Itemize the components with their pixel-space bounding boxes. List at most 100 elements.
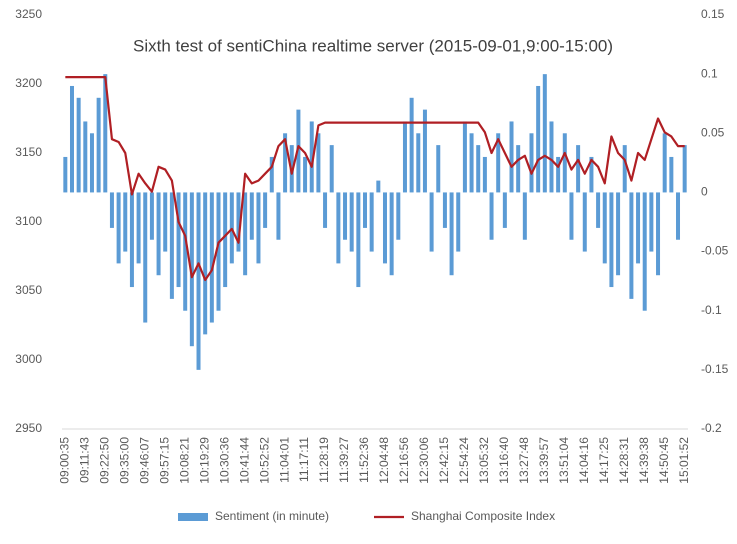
bar — [316, 133, 321, 193]
x-tick-label: 09:46:07 — [137, 437, 151, 484]
y-tick-label: 3000 — [15, 352, 42, 366]
bar — [456, 192, 461, 252]
y2-tick-label: 0 — [701, 185, 708, 199]
bar — [469, 133, 474, 193]
bar — [349, 192, 354, 252]
x-tick-label: 10:41:44 — [237, 437, 251, 484]
bar — [542, 74, 547, 193]
bar — [116, 192, 121, 264]
bar — [442, 192, 447, 228]
bar — [309, 121, 314, 193]
x-tick-label: 09:57:15 — [157, 437, 171, 484]
bar — [109, 192, 114, 228]
bar — [236, 192, 241, 252]
bar — [96, 97, 101, 193]
bar — [682, 145, 687, 193]
bar — [183, 192, 188, 311]
x-tick-label: 14:39:38 — [637, 437, 651, 484]
bar — [216, 192, 221, 311]
bar — [89, 133, 94, 193]
x-tick-label: 11:17:11 — [297, 437, 311, 482]
y2-tick-label: -0.05 — [701, 244, 729, 258]
bar — [143, 192, 148, 323]
x-tick-label: 11:28:19 — [317, 437, 331, 483]
bar — [602, 192, 607, 264]
x-tick-label: 13:51:04 — [557, 437, 571, 484]
y-tick-label: 2950 — [15, 421, 42, 435]
bar — [489, 192, 494, 240]
x-tick-label: 14:50:45 — [657, 437, 671, 484]
y-tick-label: 3250 — [15, 7, 42, 21]
bar — [409, 97, 414, 193]
bar — [196, 192, 201, 370]
x-tick-label: 13:16:40 — [497, 437, 511, 484]
bar — [209, 192, 214, 323]
x-tick-label: 12:42:15 — [437, 437, 451, 484]
bar — [496, 133, 501, 193]
x-tick-label: 11:52:36 — [357, 437, 371, 483]
bar — [189, 192, 194, 347]
x-tick-label: 12:04:48 — [377, 437, 391, 484]
bar — [156, 192, 161, 276]
bar — [422, 109, 427, 193]
x-tick-label: 10:08:21 — [177, 437, 191, 484]
bar — [549, 121, 554, 193]
bar — [369, 192, 374, 252]
bar — [329, 145, 334, 193]
y2-tick-label: -0.1 — [701, 303, 722, 317]
x-tick-label: 09:22:50 — [97, 437, 111, 484]
y2-tick-label: 0.15 — [701, 7, 725, 21]
x-tick-label: 14:17:25 — [597, 437, 611, 484]
x-tick-label: 10:30:36 — [217, 437, 231, 484]
bar — [269, 156, 274, 193]
bar — [502, 192, 507, 228]
bar — [649, 192, 654, 252]
y-tick-label: 3100 — [15, 214, 42, 228]
x-tick-label: 12:16:56 — [397, 437, 411, 484]
x-tick-label: 10:19:29 — [197, 437, 211, 484]
bar — [569, 192, 574, 240]
bar — [529, 133, 534, 193]
bar — [83, 121, 88, 193]
bar — [103, 74, 108, 193]
x-tick-label: 13:27:48 — [517, 437, 531, 484]
bar — [276, 192, 281, 240]
bar — [402, 121, 407, 193]
bar — [136, 192, 141, 264]
bar — [636, 192, 641, 264]
bar — [522, 192, 527, 240]
bar — [416, 133, 421, 193]
x-tick-label: 14:04:16 — [577, 437, 591, 484]
bar — [436, 145, 441, 193]
bar — [476, 145, 481, 193]
bar — [123, 192, 128, 252]
x-tick-label: 09:00:35 — [58, 437, 72, 484]
bar — [382, 192, 387, 264]
chart-title: Sixth test of sentiChina realtime server… — [133, 36, 613, 55]
x-tick-label: 12:54:24 — [457, 437, 471, 484]
bar — [283, 133, 288, 193]
bar — [582, 192, 587, 252]
bar — [642, 192, 647, 311]
bar — [449, 192, 454, 276]
y-tick-label: 3150 — [15, 145, 42, 159]
x-tick-label: 12:30:06 — [417, 437, 431, 484]
x-tick-label: 11:04:01 — [277, 437, 291, 483]
y2-tick-label: 0.1 — [701, 66, 718, 80]
bar — [629, 192, 634, 299]
bar — [163, 192, 168, 252]
bar — [536, 85, 541, 193]
x-tick-label: 13:05:32 — [477, 437, 491, 484]
bar — [462, 121, 467, 193]
bar — [616, 192, 621, 276]
legend-label: Sentiment (in minute) — [215, 509, 329, 523]
bar — [363, 192, 368, 228]
bar — [609, 192, 614, 288]
x-tick-label: 11:39:27 — [337, 437, 351, 483]
bar — [149, 192, 154, 240]
bar — [129, 192, 134, 288]
x-tick-label: 14:28:31 — [617, 437, 631, 484]
bar — [256, 192, 261, 264]
bar — [176, 192, 181, 288]
